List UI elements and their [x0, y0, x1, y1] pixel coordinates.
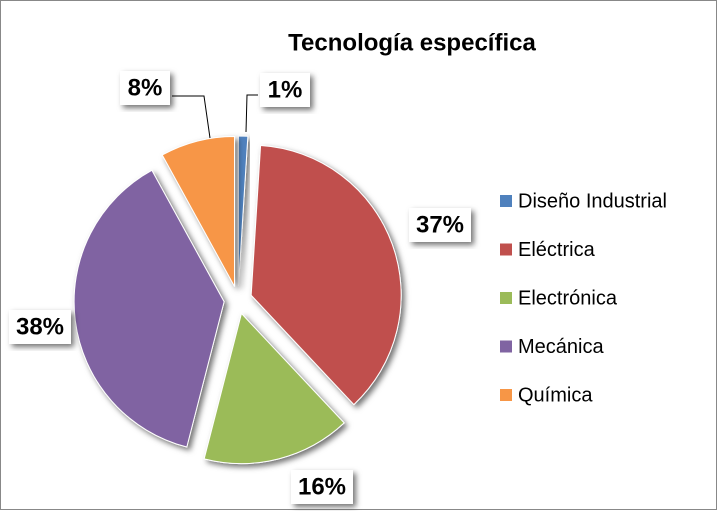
pie-slice	[250, 145, 402, 406]
legend-label: Mecánica	[518, 336, 604, 358]
data-label: 8%	[128, 74, 163, 101]
data-label: 37%	[416, 211, 464, 238]
data-label-box	[291, 470, 353, 504]
pie-slice	[237, 135, 249, 287]
legend-label: Eléctrica	[518, 239, 596, 261]
data-label-box	[409, 208, 471, 242]
pie-slice	[203, 312, 345, 465]
legend-swatch	[500, 389, 512, 401]
legend-swatch	[500, 243, 512, 256]
data-label-box	[120, 71, 170, 105]
data-label: 38%	[16, 313, 64, 340]
data-label: 16%	[298, 473, 346, 500]
data-label-box	[9, 310, 71, 344]
data-label: 1%	[268, 76, 303, 103]
legend-swatch	[500, 340, 512, 353]
legend-label: Electrónica	[518, 287, 618, 309]
legend-label: Química	[518, 384, 593, 406]
pie-slice	[73, 169, 225, 448]
legend-label: Diseño Industrial	[518, 190, 667, 212]
leader-line	[245, 94, 258, 133]
data-label-box	[260, 73, 310, 107]
chart-title: Tecnología específica	[288, 29, 536, 56]
leader-line	[172, 95, 211, 139]
legend-swatch	[500, 292, 512, 304]
pie-slice	[161, 135, 236, 287]
legend-swatch	[500, 195, 512, 207]
